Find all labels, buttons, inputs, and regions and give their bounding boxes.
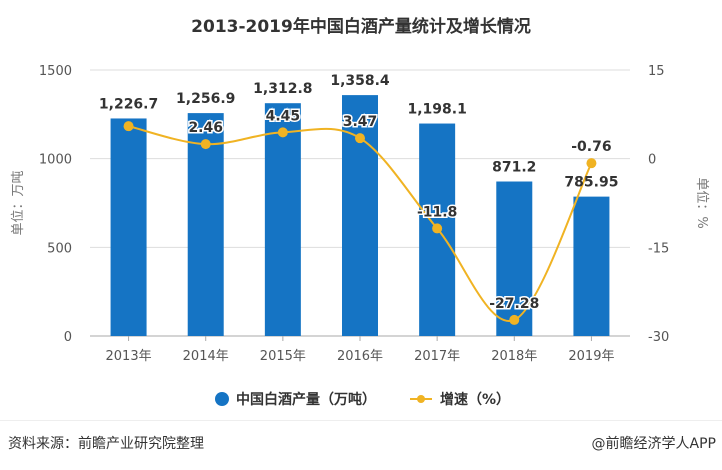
bar-value-label: 785.95	[564, 175, 618, 191]
y-right-tick: 15	[648, 64, 665, 79]
chart-title: 2013-2019年中国白酒产量统计及增长情况	[191, 17, 531, 37]
growth-point	[355, 133, 365, 144]
bar-value-label: 1,198.1	[407, 102, 466, 118]
x-tick-label: 2017年	[414, 349, 460, 364]
line-value-label: -0.76	[571, 139, 611, 155]
x-tick-label: 2018年	[491, 349, 537, 364]
y-right-tick: 0	[648, 153, 656, 168]
bar	[496, 181, 533, 336]
bar-value-label: 1,312.8	[253, 81, 312, 97]
y-right-tick: -30	[648, 330, 669, 345]
line-value-label: -11.8	[417, 204, 457, 220]
bar	[110, 118, 147, 336]
growth-point	[277, 127, 288, 138]
growth-point	[509, 314, 520, 325]
x-tick-label: 2016年	[337, 349, 383, 364]
y-left-tick: 1000	[39, 153, 72, 168]
growth-point	[123, 121, 134, 132]
legend-line-label: 增速（%）	[440, 391, 510, 408]
bar-value-label: 1,256.9	[176, 91, 235, 107]
y-right-label: 单位：%	[694, 177, 709, 228]
y-right-tick: -15	[648, 241, 669, 256]
line-value-label: 4.45	[266, 108, 301, 124]
bar-value-label: 1,358.4	[330, 73, 390, 89]
growth-line	[128, 125, 593, 322]
footer: 资料来源：前瞻产业研究院整理 @前瞻经济学人APP	[0, 420, 722, 470]
line-value-label: 3.47	[343, 114, 378, 130]
bar	[187, 113, 224, 336]
bar	[573, 196, 610, 336]
growth-point	[200, 139, 211, 150]
growth-point	[586, 158, 597, 169]
bar-value-label: 1,226.7	[99, 96, 158, 112]
y-left-tick: 0	[64, 330, 72, 345]
x-tick-label: 2019年	[568, 349, 614, 364]
y-left-tick: 500	[47, 241, 72, 256]
bar	[264, 103, 301, 336]
chart: 0 500 1000 1500 -30 -15 0 15 单位：万吨 单位：% 2013年 2014年…	[11, 64, 709, 408]
x-tick-label: 2014年	[183, 349, 229, 364]
source-note: 资料来源：前瞻产业研究院整理	[8, 436, 204, 452]
legend-line-marker	[417, 395, 425, 403]
legend-bar-icon	[215, 392, 229, 406]
bar-value-label: 871.2	[492, 160, 536, 176]
y-left-tick: 1500	[39, 64, 72, 79]
y-left-label: 单位：万吨	[11, 170, 26, 235]
line-value-label: 2.46	[188, 120, 223, 136]
credit-note: @前瞻经济学人APP	[591, 436, 716, 452]
x-tick-label: 2015年	[260, 349, 306, 364]
x-tick-label: 2013年	[106, 349, 152, 364]
growth-point	[432, 223, 443, 234]
line-value-label: -27.28	[489, 296, 539, 312]
legend-bar-label: 中国白酒产量（万吨）	[236, 391, 376, 408]
